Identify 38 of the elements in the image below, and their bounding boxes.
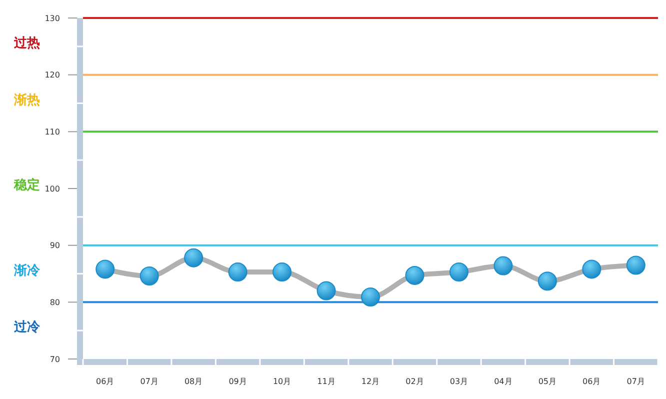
x-tick-label: 11月 [317, 377, 336, 386]
x-tick-label: 06月 [96, 377, 114, 386]
y-tick-label: 90 [50, 241, 60, 250]
text: 渐冷 [13, 263, 41, 278]
point [494, 256, 513, 276]
point [405, 266, 424, 285]
y-tick-label: 80 [50, 298, 60, 307]
point [361, 288, 380, 307]
point [538, 272, 557, 291]
y-tick-label: 130 [44, 14, 60, 23]
point [449, 262, 468, 282]
point [96, 260, 115, 279]
x-tick-label: 07月 [140, 377, 158, 386]
y-tick-label: 100 [44, 184, 60, 194]
x-tick-label: 08月 [184, 377, 203, 386]
text: 稳定 [13, 177, 40, 194]
point [626, 256, 646, 275]
text: 过热 [13, 36, 40, 51]
text: 过冷 [13, 320, 41, 336]
point [184, 248, 204, 268]
y-tick-label: 110 [44, 127, 60, 136]
x-tick-label: 10月 [272, 377, 292, 386]
text: 渐热 [13, 92, 40, 108]
x-tick-label: 04月 [494, 377, 512, 386]
x-tick-label: 07月 [626, 377, 645, 386]
point [316, 281, 336, 300]
point [582, 260, 602, 279]
point [272, 262, 292, 282]
y-tick-label: 120 [44, 70, 60, 80]
point [140, 266, 159, 286]
x-tick-label: 09月 [228, 377, 247, 386]
x-tick-label: 06月 [582, 377, 601, 386]
x-tick-label: 05月 [538, 377, 557, 386]
x-tick-label: 03月 [450, 377, 468, 386]
y-tick-label: 70 [50, 354, 60, 364]
x-tick-label: 02月 [406, 377, 424, 386]
x-tick-label: 12月 [361, 377, 380, 386]
point [228, 262, 248, 282]
